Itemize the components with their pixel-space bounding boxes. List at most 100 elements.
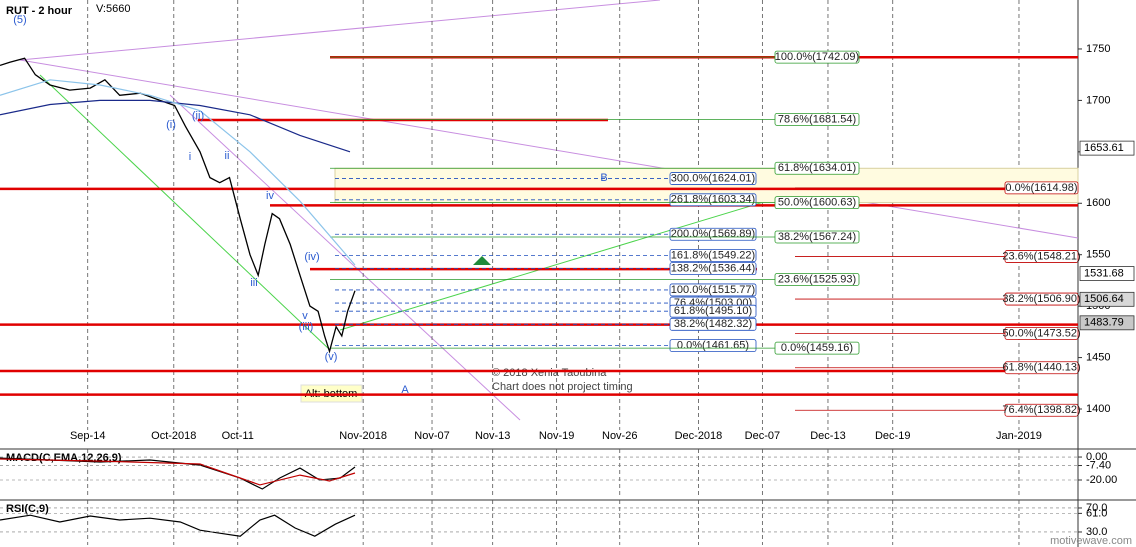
level-label: 300.0%(1624.01) [671,172,755,184]
level-label: 161.8%(1549.22) [671,249,755,261]
level-box [669,304,757,318]
level-box [1004,326,1079,340]
wave-label: iii [250,277,257,289]
wave-label: (iii) [299,321,314,333]
x-tick-label: Nov-19 [539,430,574,442]
level-label: 100.0%(1742.09) [775,51,859,63]
level-label: 0.0%(1461.65) [677,340,749,352]
y-tick-label: 30.0 [1086,526,1107,538]
trend-line [39,74,331,351]
wave-label: i [189,151,191,163]
y-tick-label: -7.40 [1086,459,1111,471]
price-tag-label: 1531.68 [1084,267,1124,279]
level-label: 38.2%(1482.32) [674,318,752,330]
level-box [1004,250,1079,263]
y-tick-label: 1700 [1086,94,1110,106]
level-box [669,339,757,352]
price-tag-label: 1506.64 [1084,293,1124,305]
wave-label: A [401,384,409,396]
level-label: 0.0%(1614.98) [1005,182,1077,194]
level-box [774,112,860,126]
y-tick-label: 70.0 [1086,502,1107,514]
series-line [0,79,356,266]
level-label: 50.0%(1600.63) [778,197,856,209]
y-tick-label: 1600 [1086,197,1110,209]
level-label: 38.2%(1506.90) [1002,293,1080,305]
price-tag [1079,266,1135,281]
level-label: 61.8%(1440.13) [1002,362,1080,374]
level-label: 23.6%(1548.21) [1002,250,1080,262]
y-tick-label: 0.00 [1086,451,1107,463]
x-tick-label: Sep-14 [70,430,105,442]
level-label: 100.0%(1515.77) [671,284,755,296]
level-box [669,172,757,185]
price-tag [1079,140,1135,156]
level-label: 200.0%(1569.89) [671,228,755,240]
wave-label: ii [225,150,230,162]
x-tick-label: Jan-2019 [996,430,1042,442]
x-tick-label: Dec-2018 [675,430,723,442]
level-label: 61.8%(1495.10) [674,305,752,317]
level-box [774,161,860,175]
y-tick-label: -20.00 [1086,474,1117,486]
x-tick-label: Nov-26 [602,430,637,442]
level-label: 78.6%(1681.54) [778,113,856,125]
panel-title: RSI(C,9) [6,503,49,515]
level-label: 23.6%(1525.93) [778,273,856,285]
y-tick-label: 1450 [1086,351,1110,363]
x-tick-label: Dec-13 [810,430,845,442]
y-tick-label: 1400 [1086,403,1110,415]
level-label: 50.0%(1473.52) [1002,327,1080,339]
chart-subtitle: V:5660 [96,3,130,15]
watermark: motivewave.com [1050,535,1132,547]
price-tag-label: 1653.61 [1084,142,1124,154]
wave-label: B [600,172,607,184]
level-box [774,50,860,64]
level-label: 261.8%(1603.34) [671,194,755,206]
level-box [669,283,757,297]
price-tag [1079,291,1135,307]
x-tick-label: Dec-07 [745,430,780,442]
series-line [0,57,356,354]
x-tick-label: Dec-19 [875,430,910,442]
level-box [669,262,757,276]
y-tick-label: 61.0 [1086,507,1107,519]
trend-line [19,0,661,61]
wave-label: v [302,310,308,322]
x-tick-label: Nov-07 [414,430,449,442]
x-tick-label: Oct-2018 [151,430,196,442]
x-tick-label: Oct-11 [222,430,254,442]
price-tag-label: 1483.79 [1084,317,1124,329]
wave-label: (iv) [304,251,319,263]
series-line [0,458,356,486]
wave-label: (v) [325,351,338,363]
wave-label: (i) [166,119,176,131]
level-box [1004,361,1079,375]
level-box [669,317,757,331]
marker-triangle [473,256,491,265]
level-label: 61.8%(1634.01) [778,162,856,174]
level-label: 138.2%(1536.44) [671,263,755,275]
x-tick-label: Nov-2018 [339,430,387,442]
series-line [0,514,356,537]
wave-label: iv [266,190,274,202]
x-tick-label: Nov-13 [475,430,510,442]
level-box [669,249,757,262]
wave-label: (5) [13,14,26,26]
level-label: 76.4%(1398.82) [1002,404,1080,416]
note: Chart does not project timing [492,381,633,393]
note: © 2018 Xenia Taoubina [492,367,607,379]
y-tick-label: 1550 [1086,249,1110,261]
trend-line [19,59,1079,239]
level-box [1004,181,1079,195]
level-box [1004,403,1079,417]
chart-title: RUT - 2 hour [6,5,73,17]
level-box [774,273,860,286]
level-box [1004,292,1079,306]
level-box [774,196,860,210]
trend-line [169,94,521,421]
trend-line [339,184,821,331]
wave-label: (ii) [192,110,204,122]
